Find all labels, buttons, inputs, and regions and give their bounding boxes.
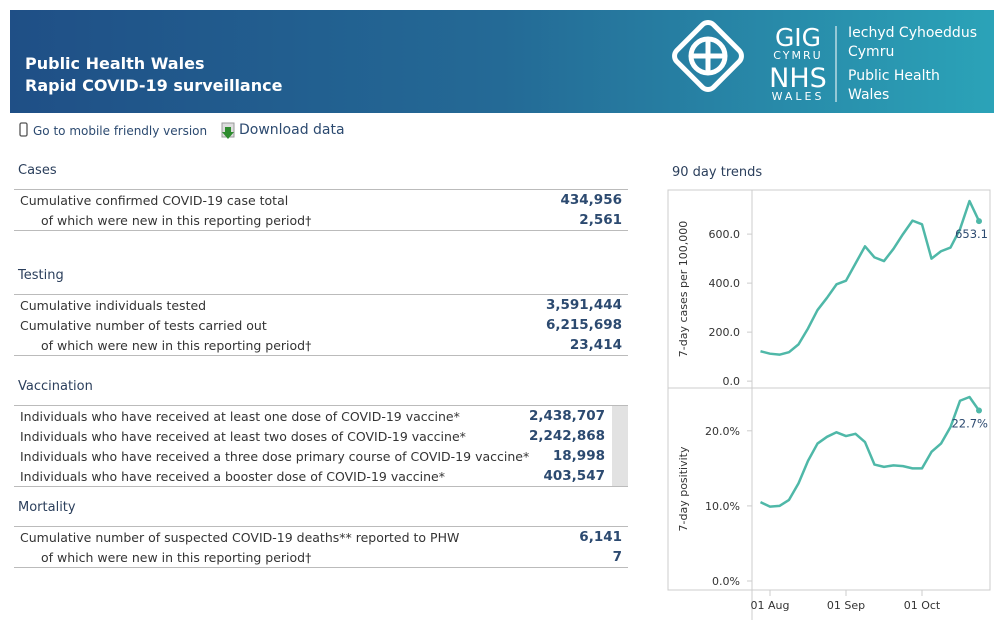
scrollbar bbox=[612, 406, 628, 486]
logo-welsh: Cymru bbox=[848, 44, 894, 60]
download-arrow bbox=[222, 127, 234, 139]
header-subtitle: Rapid COVID-19 surveillance bbox=[25, 76, 283, 95]
panel-border bbox=[667, 189, 991, 591]
row-label: of which were new in this reporting peri… bbox=[41, 338, 312, 353]
end-point bbox=[976, 407, 982, 414]
row-value: 6,141 bbox=[579, 529, 622, 545]
section-title: Cases bbox=[18, 163, 57, 178]
y-axis-title: 7-day positivity bbox=[677, 446, 690, 531]
row-label: Cumulative number of suspected COVID-19 … bbox=[20, 530, 460, 545]
row-value: 6,215,698 bbox=[545, 317, 622, 333]
logo-english: Public Health bbox=[848, 68, 940, 84]
table-row: Individuals who have received a three do… bbox=[14, 446, 628, 466]
row-value: 7 bbox=[612, 549, 622, 565]
row-label: Cumulative individuals tested bbox=[20, 298, 207, 313]
table-row: Cumulative individuals tested 3,591,444 bbox=[14, 295, 628, 315]
logo-english: Wales bbox=[848, 87, 889, 103]
trends-title: 90 day trends bbox=[672, 165, 762, 180]
trend-line bbox=[760, 199, 981, 356]
y-tick-label: 20.0% bbox=[705, 425, 740, 438]
row-label: of which were new in this reporting peri… bbox=[41, 213, 312, 228]
logo-nhs: NHS bbox=[769, 63, 827, 94]
row-label: of which were new in this reporting peri… bbox=[41, 550, 312, 565]
x-tick-label: 01 Aug bbox=[751, 599, 790, 612]
logo-welsh: Iechyd Cyhoeddus bbox=[848, 25, 977, 41]
row-value: 23,414 bbox=[569, 337, 622, 353]
download-link[interactable]: Download data bbox=[239, 122, 345, 138]
logo-cymru: CYMRU bbox=[773, 49, 822, 62]
table-row: Individuals who have received at least o… bbox=[14, 406, 628, 426]
section-table: Individuals who have received at least o… bbox=[14, 405, 628, 487]
logo-gig: GIG bbox=[775, 23, 821, 52]
row-label: Individuals who have received at least o… bbox=[20, 409, 460, 424]
y-tick-label: 400.0 bbox=[709, 277, 741, 290]
y-tick-label: 10.0% bbox=[705, 500, 740, 513]
table-row: Individuals who have received a booster … bbox=[14, 466, 628, 486]
section-title: Testing bbox=[18, 268, 64, 283]
section-title: Mortality bbox=[18, 500, 76, 515]
table-row: Individuals who have received at least t… bbox=[14, 426, 628, 446]
logo-wales: WALES bbox=[772, 90, 825, 103]
y-axis-title: 7-day cases per 100,000 bbox=[677, 221, 690, 357]
section-table: Cumulative individuals tested 3,591,444 Cu… bbox=[14, 294, 628, 356]
section-table: Cumulative number of suspected COVID-19 … bbox=[14, 526, 628, 568]
row-label: Cumulative number of tests carried out bbox=[20, 318, 267, 333]
table-row: of which were new in this reporting peri… bbox=[14, 547, 628, 567]
y-tick-label: 600.0 bbox=[709, 228, 741, 241]
logo: GIG CYMRU NHS WALES Iechyd Cyhoeddus Cym… bbox=[672, 20, 977, 103]
y-tick-label: 0.0 bbox=[723, 375, 741, 388]
table-row: of which were new in this reporting peri… bbox=[14, 335, 628, 355]
row-value: 434,956 bbox=[560, 192, 623, 208]
section-title: Vaccination bbox=[18, 379, 93, 394]
row-label: Cumulative confirmed COVID-19 case total bbox=[20, 193, 289, 208]
table-row: Cumulative number of tests carried out 6,… bbox=[14, 315, 628, 335]
data-label: 22.7% bbox=[951, 417, 988, 431]
row-label: Individuals who have received a booster … bbox=[20, 469, 445, 484]
mobile-link[interactable]: Go to mobile friendly version bbox=[33, 124, 208, 138]
row-label: Individuals who have received a three do… bbox=[20, 449, 530, 464]
row-value: 3,591,444 bbox=[545, 297, 622, 313]
end-point bbox=[976, 218, 982, 225]
row-value: 2,438,707 bbox=[528, 408, 605, 424]
row-label: Individuals who have received at least t… bbox=[20, 429, 466, 444]
phone-icon bbox=[19, 122, 28, 137]
y-tick-label: 0.0% bbox=[712, 575, 740, 588]
x-tick-label: 01 Oct bbox=[904, 599, 941, 612]
trend-line bbox=[759, 395, 981, 508]
header: Public Health Wales Rapid COVID-19 surve… bbox=[10, 10, 994, 113]
section-table: Cumulative confirmed COVID-19 case total… bbox=[14, 189, 628, 231]
y-tick-label: 200.0 bbox=[709, 326, 741, 339]
table-row: Cumulative confirmed COVID-19 case total… bbox=[14, 190, 628, 210]
table-row: of which were new in this reporting peri… bbox=[14, 210, 628, 230]
row-value: 403,547 bbox=[543, 468, 606, 484]
x-tick-label: 01 Sep bbox=[827, 599, 865, 612]
row-value: 2,242,868 bbox=[528, 428, 605, 444]
header-title: Public Health Wales bbox=[25, 54, 205, 73]
row-value: 18,998 bbox=[552, 448, 605, 464]
table-row: Cumulative number of suspected COVID-19 … bbox=[14, 527, 628, 547]
logo-knot bbox=[672, 20, 744, 92]
row-value: 2,561 bbox=[579, 212, 622, 228]
data-label: 653.1 bbox=[955, 227, 988, 241]
